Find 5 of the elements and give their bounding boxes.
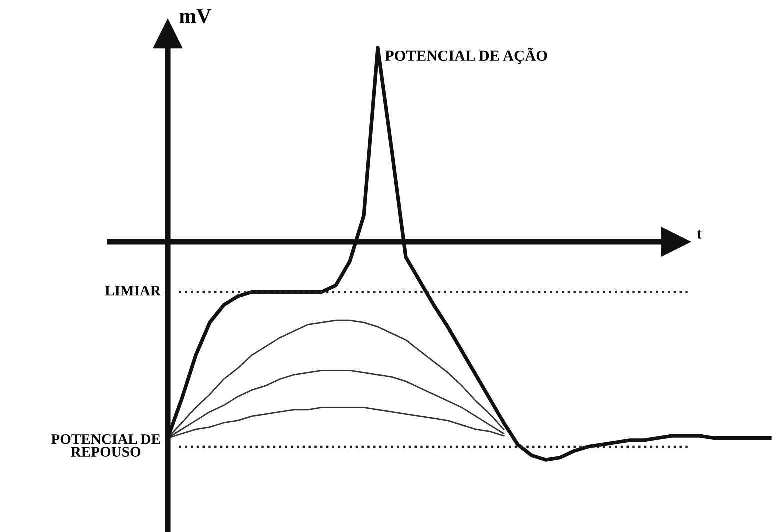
y-axis-title: mV xyxy=(180,9,212,24)
series-label: POTENCIAL DE AÇÃO xyxy=(385,48,548,64)
ref-line-label: LIMIAR xyxy=(105,286,162,296)
x-axis-title: t xyxy=(697,230,702,239)
ref-line-label: POTENCIAL DE REPOUSO xyxy=(51,434,160,457)
